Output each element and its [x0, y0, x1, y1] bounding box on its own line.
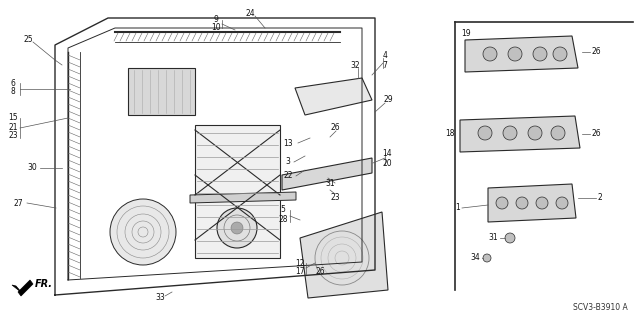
Circle shape: [231, 222, 243, 234]
Text: 25: 25: [23, 35, 33, 44]
Text: FR.: FR.: [35, 279, 53, 289]
Text: 30: 30: [27, 164, 37, 173]
Text: 21: 21: [8, 122, 18, 131]
Polygon shape: [282, 158, 372, 190]
Text: 33: 33: [155, 293, 165, 302]
Polygon shape: [190, 192, 296, 203]
Polygon shape: [460, 116, 580, 152]
Text: 32: 32: [350, 61, 360, 70]
Text: 26: 26: [591, 130, 601, 138]
Text: 22: 22: [284, 172, 292, 181]
Circle shape: [528, 126, 542, 140]
Circle shape: [110, 199, 176, 265]
Text: 18: 18: [445, 130, 455, 138]
Circle shape: [508, 47, 522, 61]
Text: 26: 26: [315, 268, 325, 277]
Circle shape: [505, 233, 515, 243]
Text: 6: 6: [11, 78, 15, 87]
Circle shape: [533, 47, 547, 61]
Polygon shape: [18, 280, 33, 296]
Text: 34: 34: [470, 254, 480, 263]
Text: 26: 26: [330, 123, 340, 132]
Text: 3: 3: [285, 158, 291, 167]
Text: 14: 14: [382, 149, 392, 158]
Text: 23: 23: [8, 131, 18, 140]
Polygon shape: [465, 36, 578, 72]
Text: 5: 5: [280, 205, 285, 214]
Polygon shape: [300, 212, 388, 298]
Text: 7: 7: [383, 61, 387, 70]
Text: 31: 31: [325, 179, 335, 188]
Circle shape: [551, 126, 565, 140]
Text: 9: 9: [214, 16, 218, 25]
Text: 1: 1: [455, 204, 460, 212]
Polygon shape: [488, 184, 576, 222]
Text: 17: 17: [295, 268, 305, 277]
Circle shape: [536, 197, 548, 209]
Text: SCV3-B3910 A: SCV3-B3910 A: [573, 303, 628, 313]
Bar: [195, 125, 280, 258]
Text: 10: 10: [211, 24, 221, 33]
Circle shape: [516, 197, 528, 209]
Circle shape: [503, 126, 517, 140]
Text: 28: 28: [278, 216, 288, 225]
Circle shape: [478, 126, 492, 140]
Circle shape: [553, 47, 567, 61]
Text: 24: 24: [245, 9, 255, 18]
Text: 4: 4: [383, 50, 387, 60]
Circle shape: [483, 254, 491, 262]
Text: 2: 2: [598, 194, 602, 203]
Text: 12: 12: [295, 258, 305, 268]
Circle shape: [556, 197, 568, 209]
Text: 31: 31: [488, 234, 498, 242]
Text: 13: 13: [283, 138, 293, 147]
Polygon shape: [295, 78, 372, 115]
Text: 20: 20: [382, 159, 392, 167]
Text: 8: 8: [11, 87, 15, 97]
Circle shape: [483, 47, 497, 61]
Text: 27: 27: [13, 198, 23, 207]
Text: 26: 26: [591, 48, 601, 56]
Circle shape: [496, 197, 508, 209]
Text: 15: 15: [8, 114, 18, 122]
Circle shape: [217, 208, 257, 248]
Text: 29: 29: [383, 95, 393, 105]
Polygon shape: [12, 285, 22, 293]
Text: 23: 23: [330, 192, 340, 202]
Text: 19: 19: [461, 28, 471, 38]
Bar: [128, 68, 195, 115]
